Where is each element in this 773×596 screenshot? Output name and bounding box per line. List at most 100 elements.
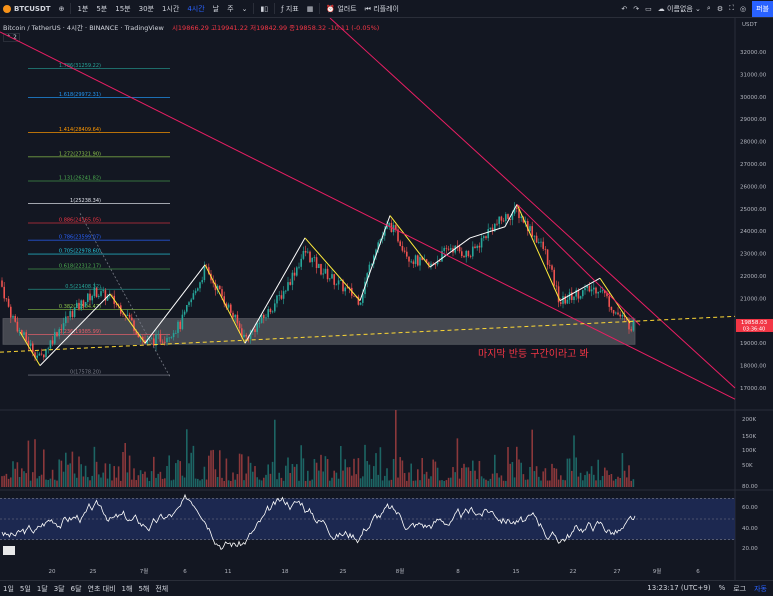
candle bbox=[549, 264, 551, 266]
candle bbox=[234, 314, 236, 318]
legend-collapse-button[interactable]: ⌃ 2 bbox=[3, 33, 20, 42]
candle bbox=[436, 260, 439, 265]
candle bbox=[419, 257, 421, 266]
volume-bar bbox=[245, 473, 247, 487]
volume-bar bbox=[56, 480, 58, 487]
add-symbol-icon[interactable]: ⊕ bbox=[58, 4, 65, 13]
volume-bar bbox=[452, 467, 454, 487]
price-chart[interactable]: 32000.00 31000.00 30000.00 29000.00 28000.00… bbox=[0, 18, 773, 580]
volume-bar bbox=[146, 477, 148, 487]
templates-icon[interactable]: ▦ bbox=[306, 4, 314, 13]
candle bbox=[408, 256, 410, 262]
interval-7[interactable]: 주 bbox=[227, 4, 234, 13]
replay-button[interactable]: ⏮ 리플레이 bbox=[364, 4, 399, 13]
candle bbox=[241, 328, 243, 338]
settings-icon[interactable]: ⚙ bbox=[716, 4, 724, 13]
candle bbox=[40, 353, 43, 355]
volume-bar bbox=[531, 429, 533, 487]
volume-bar bbox=[496, 473, 498, 487]
candle bbox=[153, 338, 155, 346]
volume-bar bbox=[128, 455, 131, 487]
interval-0[interactable]: 1분 bbox=[77, 4, 89, 13]
symbol-button[interactable]: BTCUSDT bbox=[0, 4, 55, 13]
candle bbox=[472, 246, 474, 257]
candle bbox=[456, 245, 459, 247]
redo-icon[interactable]: ↷ bbox=[633, 4, 640, 13]
interval-3[interactable]: 30분 bbox=[138, 4, 154, 13]
volume-bar bbox=[221, 477, 223, 487]
candle bbox=[54, 332, 56, 344]
time-axis-label: 25 bbox=[340, 569, 347, 575]
search-icon[interactable]: ⌕ bbox=[706, 4, 711, 12]
volume-bar bbox=[412, 480, 415, 487]
volume-bar bbox=[153, 456, 155, 487]
candle bbox=[410, 261, 412, 263]
time-axis-label: 9월 bbox=[653, 567, 662, 575]
candle-type-icon[interactable]: ▮▯ bbox=[260, 4, 269, 13]
percent-toggle[interactable]: % bbox=[718, 583, 726, 592]
volume-bar bbox=[115, 477, 118, 487]
price-axis-label: 22000.00 bbox=[740, 274, 767, 280]
candle bbox=[518, 208, 520, 219]
log-toggle[interactable]: 로그 bbox=[733, 584, 747, 593]
candle bbox=[366, 273, 368, 282]
volume-bar bbox=[423, 474, 426, 487]
volume-bar bbox=[617, 476, 619, 487]
timeframe-4[interactable]: 6달 bbox=[70, 584, 82, 593]
volume-bar bbox=[505, 480, 507, 487]
candle bbox=[62, 323, 65, 330]
volume-bar bbox=[172, 479, 175, 487]
timeframe-3[interactable]: 3달 bbox=[53, 584, 65, 593]
volume-bar bbox=[293, 466, 296, 487]
snapshot-icon[interactable]: ◎ bbox=[740, 4, 747, 13]
interval-6[interactable]: 날 bbox=[212, 4, 220, 13]
candle bbox=[630, 329, 632, 331]
timeframe-6[interactable]: 1해 bbox=[121, 584, 133, 593]
candle bbox=[375, 249, 377, 256]
alert-button[interactable]: ⏰ 얼러트 bbox=[326, 4, 357, 13]
volume-bar bbox=[267, 464, 269, 487]
candle bbox=[544, 248, 547, 250]
interval-1[interactable]: 5분 bbox=[96, 4, 108, 13]
timeframe-8[interactable]: 전체 bbox=[155, 584, 169, 593]
candle bbox=[133, 320, 135, 331]
publish-button[interactable]: 퍼블 bbox=[752, 0, 773, 17]
volume-bar bbox=[102, 472, 104, 487]
undo-icon[interactable]: ↶ bbox=[621, 4, 628, 13]
volume-bar bbox=[155, 477, 157, 487]
volume-bar bbox=[357, 458, 360, 487]
layout-name-button[interactable]: ☁ 이름없음 ⌄ bbox=[657, 4, 701, 13]
volume-bar bbox=[260, 480, 263, 487]
volume-bar bbox=[29, 480, 32, 487]
volume-bar bbox=[186, 429, 188, 487]
timeframe-0[interactable]: 1일 bbox=[3, 584, 14, 593]
zigzag-segment bbox=[304, 237, 361, 301]
volume-axis-label: 150K bbox=[742, 434, 756, 440]
fib-label: 1.786(31259.22) bbox=[59, 63, 101, 69]
bitcoin-icon bbox=[3, 4, 11, 13]
indicators-button[interactable]: ƒ 지표 bbox=[281, 4, 299, 13]
interval-dropdown-icon[interactable]: ⌄ bbox=[241, 4, 248, 13]
volume-bar bbox=[263, 477, 265, 487]
timeframe-5[interactable]: 연초 대비 bbox=[87, 584, 116, 593]
timeframe-1[interactable]: 5일 bbox=[19, 584, 31, 593]
volume-bar bbox=[373, 466, 375, 487]
volume-bar bbox=[124, 443, 126, 487]
interval-4[interactable]: 1시간 bbox=[161, 4, 180, 13]
price-axis-label: 29000.00 bbox=[740, 117, 767, 123]
candle bbox=[320, 263, 322, 275]
interval-2[interactable]: 15분 bbox=[115, 4, 131, 13]
timeframe-7[interactable]: 5해 bbox=[138, 584, 150, 593]
fullscreen-icon[interactable]: ⛶ bbox=[729, 4, 734, 12]
volume-bar bbox=[84, 465, 87, 487]
interval-5[interactable]: 4시간 bbox=[187, 4, 205, 13]
volume-bar bbox=[615, 478, 617, 487]
volume-bar bbox=[355, 474, 357, 487]
timeframe-2[interactable]: 1달 bbox=[36, 584, 48, 593]
interval-group: 1분 5분 15분 30분 1시간 4시간 날 주 bbox=[73, 4, 237, 14]
volume-bar bbox=[507, 447, 509, 487]
volume-bar bbox=[368, 464, 371, 487]
candle bbox=[491, 227, 494, 232]
layout-icon[interactable]: ▭ bbox=[645, 4, 652, 13]
auto-toggle[interactable]: 자동 bbox=[754, 584, 767, 593]
